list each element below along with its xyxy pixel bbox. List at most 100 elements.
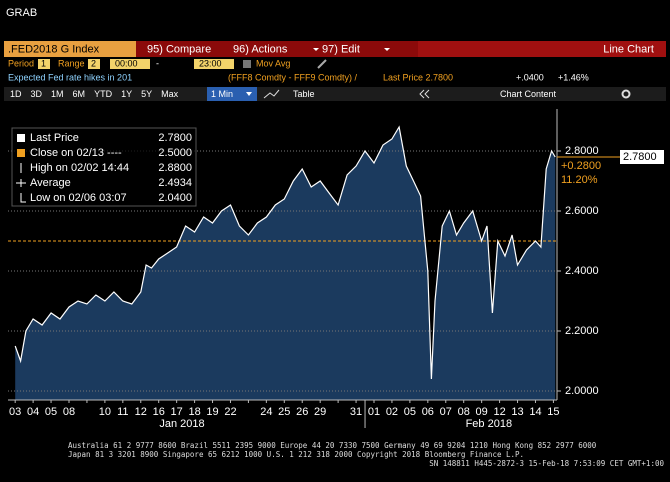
x-tick-label: 03 <box>9 406 21 418</box>
collapse-icon[interactable] <box>419 89 425 99</box>
x-tick-label: 05 <box>404 406 416 418</box>
legend-icon <box>20 193 26 203</box>
start-time[interactable]: 00:00 <box>115 58 138 68</box>
price-tag-label: 2.7800 <box>623 151 657 163</box>
window-title: GRAB <box>6 7 37 19</box>
range-value[interactable]: 2 <box>91 58 96 68</box>
month-label: Jan 2018 <box>159 418 204 430</box>
range-tab[interactable]: Max <box>161 89 179 99</box>
range-tab[interactable]: 1M <box>51 89 64 99</box>
y-tick-label: 2.8000 <box>565 145 599 157</box>
price-tag <box>620 150 664 164</box>
range-tab[interactable]: 5Y <box>141 89 152 99</box>
x-tick-label: 29 <box>314 406 326 418</box>
x-tick-label: 13 <box>511 406 523 418</box>
period-value[interactable]: 1 <box>41 58 46 68</box>
description: Expected Fed rate hikes in 201 <box>8 72 132 82</box>
legend-icon <box>17 149 25 157</box>
input-box[interactable] <box>110 59 150 69</box>
legend-label: Low on 02/06 03:07 <box>30 192 127 204</box>
x-tick-label: 12 <box>493 406 505 418</box>
footer-line: Australia 61 2 9777 8600 Brazil 5511 239… <box>68 441 597 450</box>
y-tick-label: 2.2000 <box>565 325 599 337</box>
period-label: Period <box>8 58 34 68</box>
annotation: +0.2800 <box>561 160 601 172</box>
range-tab[interactable]: 3D <box>31 89 43 99</box>
compare-button[interactable]: 95) Compare <box>147 43 211 55</box>
x-tick-label: 01 <box>368 406 380 418</box>
x-tick-label: 10 <box>99 406 111 418</box>
actions-button[interactable]: 96) Actions <box>233 43 288 55</box>
view-box <box>418 41 666 57</box>
table-tab[interactable]: Table <box>293 89 315 99</box>
x-tick-label: 08 <box>63 406 75 418</box>
x-tick-label: 11 <box>117 406 128 418</box>
x-tick-label: 25 <box>278 406 290 418</box>
end-time[interactable]: 23:00 <box>199 58 222 68</box>
legend-value: 2.8800 <box>158 162 192 174</box>
input-box[interactable] <box>38 59 50 69</box>
change-pct: +1.46% <box>558 72 589 82</box>
interval[interactable]: 1 Min <box>211 89 233 99</box>
legend-label: Average <box>30 177 71 189</box>
y-tick-label: 2.0000 <box>565 385 599 397</box>
month-label: Feb 2018 <box>466 418 512 430</box>
y-tick-label: 2.6000 <box>565 205 599 217</box>
formula: (FFF8 Comdty - FFF9 Comdty) / <box>228 72 358 82</box>
x-tick-label: 17 <box>171 406 183 418</box>
x-tick-label: 26 <box>296 406 308 418</box>
last-price: Last Price 2.7800 <box>383 72 453 82</box>
input-box[interactable] <box>88 59 100 69</box>
x-tick-label: 18 <box>188 406 200 418</box>
legend-label: High on 02/02 14:44 <box>30 162 129 174</box>
x-tick-label: 07 <box>440 406 452 418</box>
settings-icon[interactable] <box>621 89 631 99</box>
range-tab[interactable]: 1D <box>10 89 22 99</box>
range-tab[interactable]: 1Y <box>121 89 132 99</box>
input-box[interactable] <box>194 59 234 69</box>
legend-box <box>11 127 197 207</box>
edit-button[interactable]: 97) Edit <box>322 43 360 55</box>
price-line <box>14 125 556 380</box>
legend-value: 2.5000 <box>158 147 192 159</box>
legend-value: 2.0400 <box>158 192 192 204</box>
annotation: 11.20% <box>561 174 598 186</box>
legend-icon <box>17 134 25 142</box>
view-label[interactable]: Line Chart <box>603 43 654 55</box>
security-box[interactable] <box>4 41 136 57</box>
x-tick-label: 09 <box>476 406 488 418</box>
footer-line: SN 148811 H445-2872-3 15-Feb-18 7:53:09 … <box>429 459 664 468</box>
x-tick-label: 08 <box>458 406 470 418</box>
separator: - <box>156 58 159 68</box>
tab-bar <box>4 87 666 101</box>
settings-row: Period 1 Range 2 00:00 - 23:00 Mov Avg <box>8 58 327 69</box>
checkbox[interactable] <box>243 60 251 68</box>
interval-box[interactable] <box>207 87 257 101</box>
range-tab[interactable]: YTD <box>94 89 113 99</box>
range-tab[interactable]: 6M <box>73 89 86 99</box>
dropdown-arrow <box>246 92 252 96</box>
chart-icon[interactable] <box>263 89 280 99</box>
pencil-icon[interactable] <box>317 59 327 69</box>
dropdown-arrow <box>313 48 319 51</box>
x-tick-label: 31 <box>350 406 362 418</box>
x-tick-label: 15 <box>547 406 559 418</box>
x-tick-label: 16 <box>153 406 165 418</box>
legend-icon <box>16 179 26 187</box>
dropdown-arrow <box>384 48 390 51</box>
x-tick-label: 14 <box>529 406 541 418</box>
footer-line: Japan 81 3 3201 8900 Singapore 65 6212 1… <box>68 450 524 459</box>
security[interactable]: .FED2018 G Index <box>8 43 100 55</box>
x-tick-label: 04 <box>27 406 39 418</box>
legend-value: 2.4934 <box>158 177 192 189</box>
chart-content[interactable]: Chart Content <box>500 89 557 99</box>
x-tick-label: 12 <box>135 406 147 418</box>
tabs: 1D 3D 1M 6M YTD 1Y 5Y Max <box>10 89 179 99</box>
chart: 2.0000 2.2000 2.4000 2.6000 2.8000 03 04 05 08 10… <box>8 109 664 430</box>
collapse-icon[interactable] <box>424 89 430 99</box>
legend-label: Close on 02/13 ---- <box>30 147 122 159</box>
mov-avg[interactable]: Mov Avg <box>256 58 290 68</box>
range-label: Range <box>58 58 85 68</box>
